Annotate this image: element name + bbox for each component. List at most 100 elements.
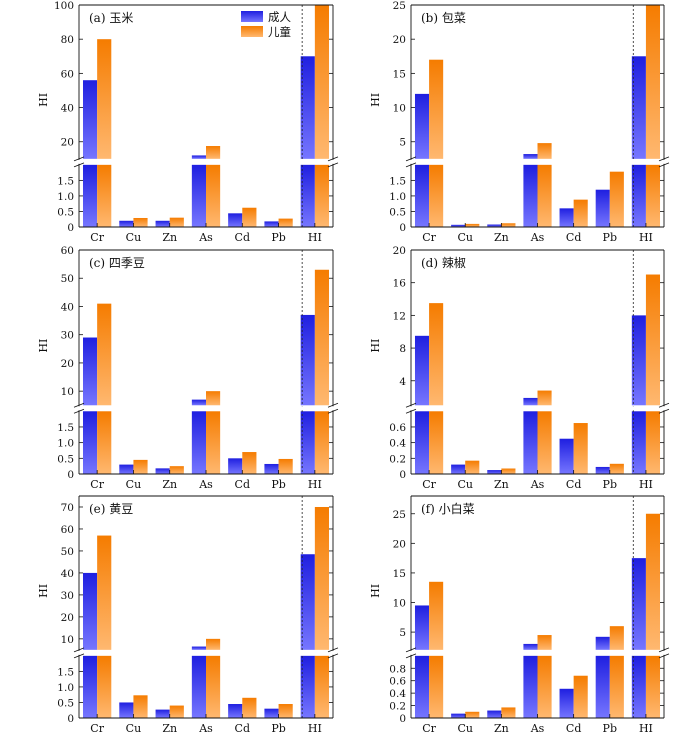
y-tick-label: 0 xyxy=(399,222,406,234)
bar-child-Cr-lower xyxy=(97,411,112,474)
x-tick-label: As xyxy=(198,722,213,735)
y-axis-label: HI xyxy=(369,339,382,353)
bar-adult-HI-upper xyxy=(631,56,646,159)
bar-adult-Pb xyxy=(264,221,279,227)
y-tick-label: 1.5 xyxy=(57,422,74,434)
axis-break-gap xyxy=(75,650,337,655)
y-tick-label: 20 xyxy=(61,358,74,370)
bar-adult-As-lower xyxy=(191,655,206,718)
y-tick-label: 60 xyxy=(61,524,74,536)
panel-title: (c) 四季豆 xyxy=(89,256,145,270)
x-tick-label: Cd xyxy=(235,231,250,244)
panel-title: (a) 玉米 xyxy=(89,11,133,25)
break-mark xyxy=(73,402,85,408)
break-mark xyxy=(327,156,339,162)
bar-adult-Zn xyxy=(155,709,170,718)
bar-child-As-lower xyxy=(206,411,221,474)
bar-adult-As-upper xyxy=(191,399,206,406)
bar-adult-As-upper xyxy=(523,397,538,406)
bar-adult-Cr-upper xyxy=(414,335,430,406)
bar-adult-Cr-upper xyxy=(414,605,430,650)
bar-child-Pb xyxy=(278,704,293,718)
y-tick-label: 20 xyxy=(393,538,406,550)
break-mark xyxy=(405,156,417,162)
bar-adult-Cd xyxy=(559,208,574,227)
y-tick-label: 1.5 xyxy=(57,666,74,678)
bar-child-Cr-upper xyxy=(429,59,444,159)
x-tick-label: Cr xyxy=(422,231,436,244)
x-tick-label: Cu xyxy=(457,478,473,491)
x-tick-label: Cr xyxy=(90,231,104,244)
bar-child-Cr-lower xyxy=(429,655,444,718)
bar-child-Cr-lower xyxy=(429,411,444,474)
y-tick-label: 1.0 xyxy=(389,191,406,203)
bar-adult-Zn xyxy=(487,470,502,474)
break-mark xyxy=(73,162,85,168)
y-tick-label: 20 xyxy=(393,245,406,257)
bar-adult-Cu xyxy=(451,713,466,718)
bar-adult-Cr-lower xyxy=(82,164,98,227)
x-tick-label: As xyxy=(198,478,213,491)
break-mark xyxy=(405,647,417,653)
bar-adult-Cr-upper xyxy=(82,337,98,406)
bar-adult-As-lower xyxy=(523,164,538,227)
break-mark xyxy=(73,408,85,414)
bar-child-Cd xyxy=(242,452,257,474)
y-axis-label: HI xyxy=(369,584,382,598)
chart-panel-3: 0 0.5 1.0 1.5 10 20 30 40 50 60 Cr Cu Zn As Cd Pb HI HI (c… xyxy=(37,245,339,491)
bar-adult-Cr-upper xyxy=(82,80,98,159)
y-tick-label: 20 xyxy=(61,612,74,624)
y-tick-label: 40 xyxy=(61,301,74,313)
bar-child-HI-upper xyxy=(314,5,330,159)
bar-adult-HI-lower xyxy=(631,655,646,718)
break-mark xyxy=(405,402,417,408)
y-tick-label: 25 xyxy=(393,509,406,521)
x-tick-label: Cd xyxy=(235,722,250,735)
x-tick-label: As xyxy=(530,478,545,491)
y-tick-label: 0.4 xyxy=(389,688,406,700)
bar-child-Cr-upper xyxy=(97,39,112,159)
bar-adult-As-upper xyxy=(191,155,206,159)
break-mark xyxy=(405,408,417,414)
bar-child-Zn xyxy=(169,217,184,227)
y-tick-label: 0.6 xyxy=(389,676,406,688)
x-tick-label: As xyxy=(530,231,545,244)
bar-adult-As-upper xyxy=(523,643,538,650)
bar-adult-Cu xyxy=(451,224,466,227)
bar-child-Pb xyxy=(609,463,624,474)
bar-child-Cr-upper xyxy=(429,581,444,650)
bar-child-HI-lower xyxy=(645,655,661,718)
bar-child-Cd xyxy=(573,423,588,474)
y-tick-label: 50 xyxy=(61,273,74,285)
y-tick-label: 0.8 xyxy=(389,663,406,675)
bar-adult-Cr-lower xyxy=(82,411,98,474)
axis-break-gap xyxy=(407,159,668,164)
bar-child-As-lower xyxy=(206,655,221,718)
bar-child-Cu xyxy=(133,459,148,474)
y-tick-label: 50 xyxy=(61,546,74,558)
bar-child-Cr-lower xyxy=(97,164,112,227)
y-tick-label: 0.5 xyxy=(57,697,74,709)
bar-adult-HI-lower xyxy=(631,164,646,227)
bar-adult-HI-upper xyxy=(631,558,646,650)
bar-child-Cd xyxy=(242,697,257,718)
y-tick-label: 40 xyxy=(61,568,74,580)
y-tick-label: 16 xyxy=(393,278,407,290)
y-tick-label: 15 xyxy=(393,568,406,580)
bar-child-HI-lower xyxy=(314,164,330,227)
bar-adult-HI-upper xyxy=(300,56,315,159)
bar-adult-Cr-lower xyxy=(414,411,430,474)
y-tick-label: 1.0 xyxy=(57,191,74,203)
x-tick-label: HI xyxy=(308,722,322,735)
panel-title: (d) 辣椒 xyxy=(421,256,466,270)
bar-child-Zn xyxy=(501,707,516,718)
bar-adult-Cr-upper xyxy=(82,572,98,650)
bar-child-Pb xyxy=(278,458,293,474)
bar-adult-Pb xyxy=(264,708,279,718)
bar-adult-Pb xyxy=(595,189,610,227)
bar-child-Cu xyxy=(133,217,148,227)
bar-child-Cd xyxy=(573,675,588,718)
y-axis-label: HI xyxy=(37,339,50,353)
bar-adult-HI-lower xyxy=(631,411,646,474)
